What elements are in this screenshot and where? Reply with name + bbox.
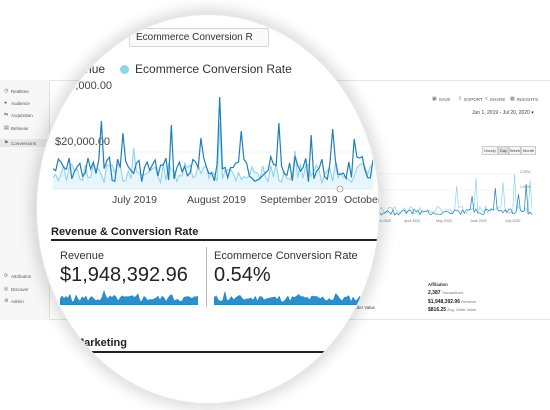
chart-legend: Revenue Ecommerce Conversion Rate: [57, 62, 292, 76]
marketing-section-title: Marketing: [75, 337, 127, 349]
revenue-value: $1,948,392.96: [428, 298, 460, 305]
y-axis-label: 2.00%: [520, 170, 531, 174]
granularity-day[interactable]: Day: [498, 146, 509, 155]
metric-divider: [206, 247, 207, 307]
x-axis-label: May 2020: [436, 219, 452, 223]
sidebar-item-label: Admin: [11, 299, 24, 304]
aov-stat: $816.25 Avg. Order Value: [428, 306, 476, 315]
date-range-text: Jun 1, 2019 - Jul 20, 2020: [472, 110, 530, 116]
sidebar-item-label: Realtime: [11, 89, 29, 94]
hover-handle-icon: [336, 185, 344, 193]
legend-item-conversion-rate[interactable]: Ecommerce Conversion Rate: [135, 62, 292, 76]
gear-icon: ⚙: [4, 298, 9, 304]
x-axis-label: April 2020: [404, 219, 421, 223]
export-icon: ⇪: [458, 96, 463, 102]
transactions-label: Transactions: [441, 290, 464, 295]
legend-dot-icon: [120, 64, 130, 74]
conversion-sparkline: [214, 291, 364, 305]
revenue-metric-value: $1,948,392.96: [60, 264, 188, 286]
attribution-icon: ⟳: [4, 273, 9, 279]
share-icon: <: [485, 96, 488, 102]
save-icon: ▣: [432, 96, 437, 102]
sidebar-item-acquisition[interactable]: ⇆ Acquisition: [4, 112, 33, 119]
x-axis-label: July 2020: [505, 219, 521, 223]
sidebar-item-audience[interactable]: ● Audience: [4, 100, 30, 107]
revenue-conversion-chart: [53, 96, 373, 193]
acquisition-icon: ⇆: [4, 112, 9, 118]
conversion-series-line: [360, 173, 532, 215]
background-trend-chart: [360, 173, 532, 216]
section-title: Revenue & Conversion Rate: [51, 226, 199, 238]
transactions-stat: 2,387 Transactions: [428, 289, 476, 298]
x-axis-label: August 2019: [187, 194, 246, 206]
granularity-label: Month: [522, 148, 535, 153]
section-divider: [51, 239, 379, 241]
granularity-label: Week: [509, 148, 521, 153]
save-button[interactable]: ▣ SAVE: [432, 96, 450, 102]
x-axis-label: March 2020: [372, 219, 391, 223]
sidebar-item-conversions[interactable]: ⚑ Conversions: [0, 139, 50, 147]
sidebar-item-attribution[interactable]: ⟳ Attribution: [4, 273, 32, 280]
export-label: EXPORT: [464, 96, 483, 102]
sidebar-item-admin[interactable]: ⚙ Admin: [4, 298, 24, 305]
y-axis-label-mid: $20,000.00: [55, 136, 111, 148]
y-axis-label: 1.00%: [520, 185, 531, 189]
revenue-sparkline: [60, 289, 198, 305]
summary-column-affiliation: Affiliation 2,387 Transactions $1,948,39…: [428, 281, 476, 315]
date-range-picker[interactable]: Jun 1, 2019 - Jul 20, 2020 ▾: [472, 110, 534, 116]
chevron-down-icon: ▾: [531, 110, 534, 116]
insights-button[interactable]: ▦ INSIGHTS: [510, 96, 538, 102]
x-axis-label: September 2019: [260, 194, 338, 206]
aov-value: $816.25: [428, 307, 447, 314]
granularity-week[interactable]: Week: [509, 146, 521, 155]
magnifier-lens: Ecommerce Conversion R Revenue Ecommerce…: [36, 14, 380, 404]
share-label: SHARE: [489, 96, 506, 102]
search-value: Ecommerce Conversion R: [136, 32, 253, 43]
conversion-metric-value: 0.54%: [214, 264, 271, 286]
export-button[interactable]: ⇪ EXPORT: [458, 96, 483, 102]
discover-icon: ◎: [4, 286, 9, 292]
insights-icon: ▦: [510, 96, 515, 102]
clock-icon: ◷: [4, 88, 9, 94]
revenue-label: Revenue: [461, 299, 477, 304]
sidebar-item-label: Audience: [11, 101, 30, 106]
flag-icon: ⚑: [4, 139, 9, 146]
sidebar-item-label: Acquisition: [11, 113, 33, 118]
revenue-series-line: [360, 183, 532, 216]
revenue-metric-label: Revenue: [60, 250, 105, 262]
magnified-content: Ecommerce Conversion R Revenue Ecommerce…: [37, 15, 380, 403]
behavior-icon: ▤: [4, 125, 9, 131]
x-axis-label: June 2020: [470, 219, 487, 223]
column-header: Affiliation: [428, 282, 448, 287]
granularity-month[interactable]: Month: [521, 146, 536, 155]
sidebar-item-discover[interactable]: ◎ Discover: [4, 286, 29, 293]
share-button[interactable]: < SHARE: [485, 96, 505, 102]
conversion-metric-label: Ecommerce Conversion Rate: [214, 250, 358, 262]
legend-item-revenue[interactable]: Revenue: [57, 62, 106, 76]
transactions-value: 2,387: [428, 289, 441, 296]
sidebar-item-label: Behavior: [11, 126, 29, 131]
save-label: SAVE: [438, 96, 451, 102]
sidebar-item-behavior[interactable]: ▤ Behavior: [4, 125, 29, 132]
aov-label: Avg. Order Value: [447, 308, 477, 313]
sidebar-item-realtime[interactable]: ◷ Realtime: [4, 88, 29, 95]
y-axis-label-top: $40,000.00: [57, 80, 113, 92]
sidebar-item-label: Attribution: [11, 274, 32, 279]
marketing-divider: [61, 351, 361, 353]
x-axis-label: October 2019: [344, 194, 380, 206]
x-axis-label: July 2019: [112, 194, 157, 206]
insights-label: INSIGHTS: [516, 96, 538, 102]
person-icon: ●: [4, 100, 8, 106]
sidebar-item-label: Discover: [11, 287, 29, 292]
granularity-label: Day: [499, 148, 508, 153]
revenue-series-line: [53, 96, 373, 182]
metric-search-input[interactable]: Ecommerce Conversion R: [129, 28, 269, 47]
revenue-stat: $1,948,392.96 Revenue: [428, 298, 476, 307]
granularity-hourly[interactable]: Hourly: [482, 146, 498, 155]
sidebar-item-label: Conversions: [11, 140, 37, 146]
conversion-series-line: [53, 122, 373, 185]
granularity-label: Hourly: [484, 148, 496, 153]
